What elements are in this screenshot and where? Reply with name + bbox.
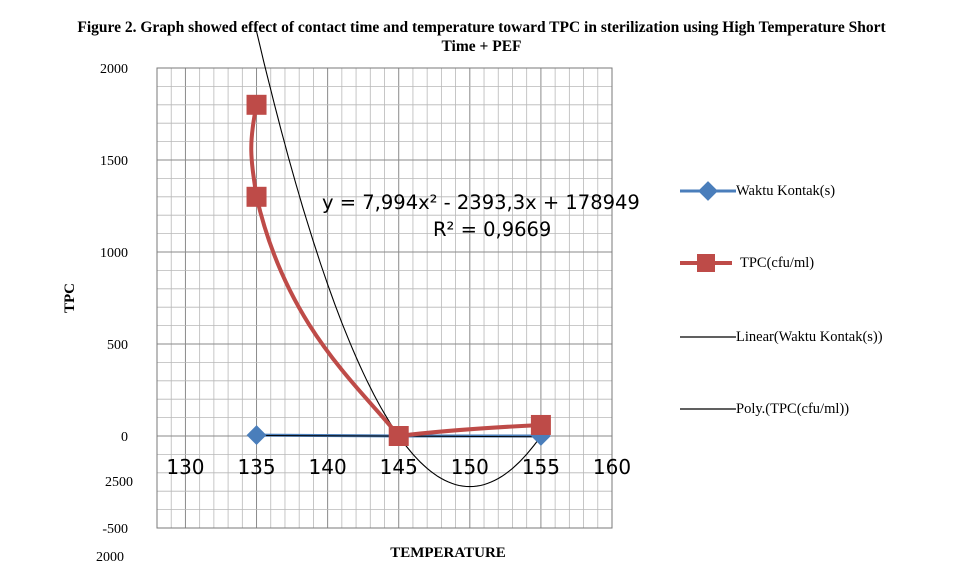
data-point-tpc (530, 414, 551, 435)
y-tick-label: 1000 (100, 246, 128, 261)
x-tick-label: 130 (166, 455, 204, 479)
x-tick-label: 135 (237, 455, 275, 479)
x-tick-label: 160 (593, 455, 631, 479)
legend-item-tpc: TPC(cfu/ml) (680, 253, 814, 273)
legend-line-icon (680, 408, 736, 410)
legend-line-icon (680, 336, 736, 338)
y-tick-label: 500 (107, 338, 128, 353)
x-tick-label: 145 (380, 455, 418, 479)
legend-label-waktu-kontak: Waktu Kontak(s) (736, 182, 836, 199)
legend-marker-square-icon (680, 254, 732, 272)
legend-label-poly-trend: Poly.(TPC(cfu/ml)) (736, 400, 850, 417)
x-tick-label: 150 (451, 455, 489, 479)
trendline-equation: y = 7,994x² - 2393,3x + 178949 (322, 191, 640, 214)
series-line-tpc (249, 104, 542, 439)
y-tick-label: 0 (121, 430, 128, 445)
x-tick-label: 140 (309, 455, 347, 479)
legend-item-poly-trend: Poly.(TPC(cfu/ml)) (680, 399, 849, 419)
data-point-tpc (246, 186, 267, 207)
x-tick-label: 155 (522, 455, 560, 479)
legend-label-tpc: TPC(cfu/ml) (740, 254, 815, 271)
y-tick-label: 1500 (100, 154, 128, 169)
trendline-r-squared: R² = 0,9669 (433, 218, 551, 241)
data-point-tpc (388, 426, 409, 446)
y-tick-label: -500 (102, 522, 128, 537)
legend-item-linear-trend: Linear(Waktu Kontak(s)) (680, 327, 883, 347)
data-point-waktu-kontak (246, 425, 267, 445)
chart-title: Figure 2. Graph showed effect of contact… (0, 18, 963, 56)
y-tick-label-extra: 2000 (96, 550, 124, 565)
y-axis-title: TPC (62, 283, 78, 313)
legend-marker-diamond-icon (680, 181, 736, 201)
legend-item-waktu-kontak: Waktu Kontak(s) (680, 181, 835, 201)
x-axis-title: TEMPERATURE (390, 545, 506, 561)
y-tick-label: 2000 (100, 62, 128, 77)
legend-label-linear-trend: Linear(Waktu Kontak(s)) (736, 328, 883, 345)
data-point-tpc (246, 94, 267, 115)
y-tick-label-extra: 2500 (105, 475, 133, 490)
chart-title-line-1: Figure 2. Graph showed effect of contact… (77, 19, 886, 36)
chart-title-line-2: Time + PEF (441, 38, 522, 55)
plot-area-border (156, 67, 613, 529)
